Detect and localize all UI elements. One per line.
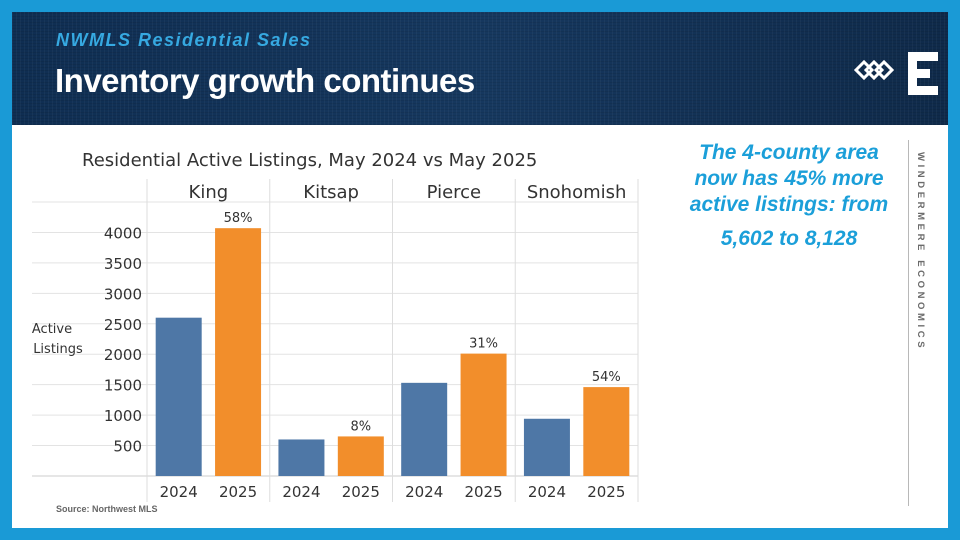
bar-kitsap-2025 (337, 436, 384, 476)
group-label: King (189, 182, 229, 203)
x-tick-label: 2025 (464, 483, 502, 501)
callout-line-2: 5,602 to 8,128 (720, 227, 858, 250)
x-tick-label: 2024 (405, 483, 443, 501)
x-tick-label: 2025 (342, 483, 380, 501)
x-tick-label: 2024 (282, 483, 320, 501)
x-tick-label: 2025 (219, 483, 257, 501)
bar-snohomish-2024 (523, 418, 570, 476)
bar-king-2025 (215, 228, 262, 476)
source-note: Source: Northwest MLS (56, 504, 158, 514)
bar-kitsap-2024 (278, 439, 325, 476)
y-tick-label: 1500 (104, 377, 142, 395)
y-tick-label: 1000 (104, 407, 142, 425)
data-label: 8% (351, 419, 372, 434)
chart-title: Residential Active Listings, May 2024 vs… (82, 150, 537, 171)
x-tick-label: 2024 (160, 483, 198, 501)
y-tick-label: 2000 (104, 346, 142, 364)
group-label: Pierce (427, 182, 482, 203)
slide-kicker: NWMLS Residential Sales (56, 30, 312, 50)
data-label: 54% (592, 370, 621, 385)
sidebar-brand: WINDERMERE ECONOMICS (915, 152, 935, 382)
y-axis-label: Active (32, 322, 72, 337)
data-label: 31% (469, 337, 498, 352)
y-tick-label: 500 (113, 438, 142, 456)
data-label: 58% (224, 211, 253, 226)
x-tick-label: 2025 (587, 483, 625, 501)
group-label: Kitsap (303, 182, 359, 203)
windermere-e-icon (908, 52, 938, 95)
callout-line-1: The 4-county area now has 45% more activ… (689, 141, 889, 216)
y-tick-label: 4000 (104, 224, 142, 242)
bar-pierce-2025 (460, 353, 507, 476)
y-tick-label: 2500 (104, 316, 142, 334)
group-label: Snohomish (527, 182, 627, 203)
bar-pierce-2024 (401, 382, 448, 476)
sidebar-divider (908, 140, 909, 506)
active-listings-chart: Residential Active Listings, May 2024 vs… (32, 150, 639, 502)
y-axis-label: Listings (33, 342, 83, 357)
x-tick-label: 2024 (528, 483, 566, 501)
y-tick-label: 3500 (104, 255, 142, 273)
slide-title: Inventory growth continues (55, 62, 475, 99)
y-tick-label: 3000 (104, 285, 142, 303)
slide-frame: NWMLS Residential Sales Inventory growth… (12, 12, 948, 528)
header-banner: NWMLS Residential Sales Inventory growth… (12, 12, 948, 125)
bar-snohomish-2025 (583, 387, 630, 476)
sidebar-brand-text: WINDERMERE ECONOMICS (915, 152, 926, 352)
bar-king-2024 (155, 317, 202, 476)
windermere-logo-icon (854, 59, 895, 81)
callout-text: The 4-county area now has 45% more activ… (684, 140, 894, 252)
